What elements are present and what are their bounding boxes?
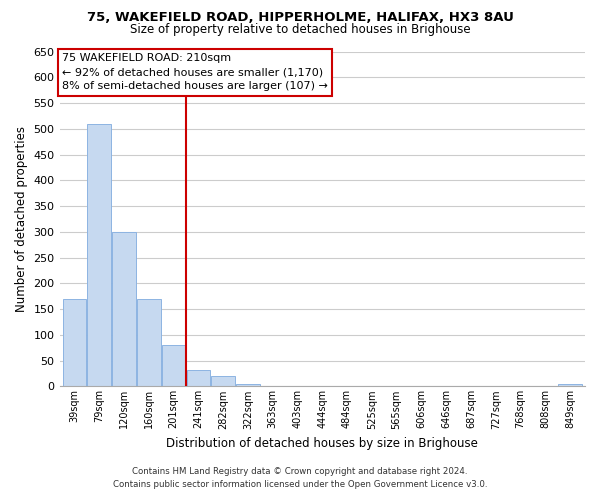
Bar bbox=[62, 299, 86, 386]
Text: Contains HM Land Registry data © Crown copyright and database right 2024.
Contai: Contains HM Land Registry data © Crown c… bbox=[113, 468, 487, 489]
X-axis label: Distribution of detached houses by size in Brighouse: Distribution of detached houses by size … bbox=[166, 437, 478, 450]
Bar bbox=[187, 370, 210, 386]
Text: 75, WAKEFIELD ROAD, HIPPERHOLME, HALIFAX, HX3 8AU: 75, WAKEFIELD ROAD, HIPPERHOLME, HALIFAX… bbox=[86, 11, 514, 24]
Bar bbox=[236, 384, 260, 386]
Bar bbox=[112, 232, 136, 386]
Text: Size of property relative to detached houses in Brighouse: Size of property relative to detached ho… bbox=[130, 22, 470, 36]
Bar bbox=[559, 384, 582, 386]
Bar bbox=[211, 376, 235, 386]
Text: 75 WAKEFIELD ROAD: 210sqm
← 92% of detached houses are smaller (1,170)
8% of sem: 75 WAKEFIELD ROAD: 210sqm ← 92% of detac… bbox=[62, 53, 328, 91]
Y-axis label: Number of detached properties: Number of detached properties bbox=[15, 126, 28, 312]
Bar bbox=[137, 299, 161, 386]
Bar bbox=[162, 345, 185, 387]
Bar bbox=[88, 124, 111, 386]
